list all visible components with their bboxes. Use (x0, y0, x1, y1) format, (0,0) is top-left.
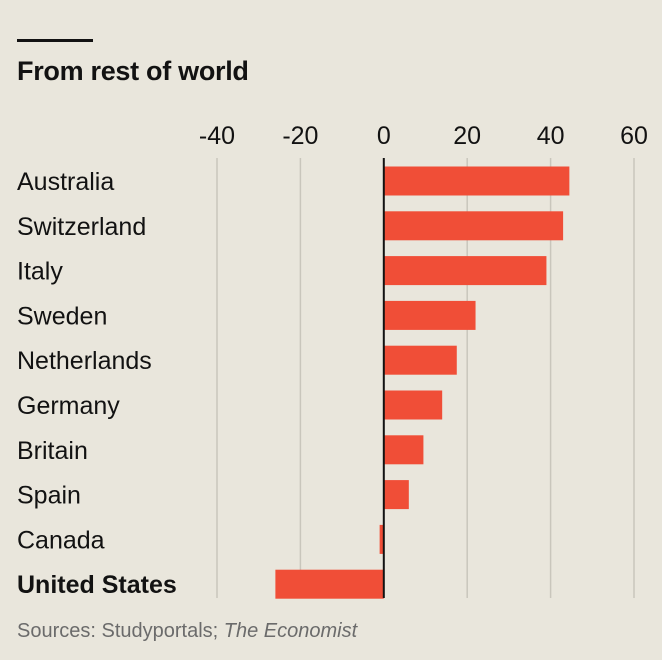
bar (383, 211, 564, 241)
category-labels: Australia Switzerland Italy Sweden Netherlan… (17, 168, 177, 599)
x-tick-label: 40 (537, 122, 565, 150)
bar (383, 256, 547, 286)
bars (275, 166, 570, 599)
source-publication: The Economist (223, 620, 358, 642)
category-label: Canada (17, 526, 105, 554)
category-label: United States (17, 571, 177, 599)
bar (383, 435, 424, 465)
category-label: Britain (17, 437, 88, 465)
bar (383, 345, 457, 375)
chart-title: From rest of world (17, 56, 249, 86)
x-tick-label: 20 (453, 122, 481, 150)
bar (275, 569, 384, 599)
bar (383, 480, 409, 510)
category-label: Australia (17, 168, 114, 196)
top-rule (17, 39, 93, 42)
category-label: Spain (17, 482, 81, 510)
x-axis-ticks: -40 -20 0 20 40 60 (199, 122, 648, 150)
bar (379, 524, 384, 554)
source-note: Sources: Studyportals; The Economist (17, 620, 357, 643)
x-tick-label: -40 (199, 122, 235, 150)
category-label: Switzerland (17, 213, 146, 241)
bar-chart: -40 -20 0 20 40 60 Australia Switzerland Italy S… (17, 122, 648, 599)
bar (383, 166, 570, 196)
category-label: Netherlands (17, 347, 152, 375)
x-tick-label: 0 (377, 122, 391, 150)
category-label: Germany (17, 392, 120, 420)
x-tick-label: 60 (620, 122, 648, 150)
source-prefix: Sources: Studyportals; (17, 620, 224, 642)
category-label: Sweden (17, 302, 107, 330)
x-tick-label: -20 (282, 122, 318, 150)
bar (383, 390, 443, 420)
category-label: Italy (17, 258, 63, 286)
bar (383, 300, 476, 330)
